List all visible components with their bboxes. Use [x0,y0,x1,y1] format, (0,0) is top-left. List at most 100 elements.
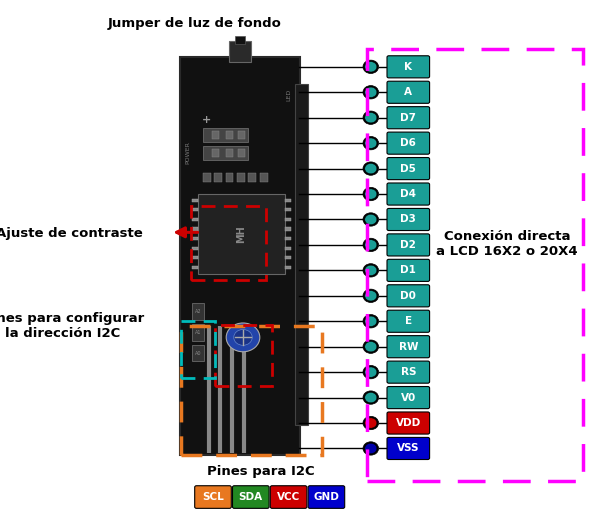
Bar [367,49,583,481]
FancyBboxPatch shape [387,437,430,460]
Text: E: E [405,316,412,326]
Circle shape [365,62,377,72]
FancyBboxPatch shape [387,81,430,103]
Text: D1: D1 [400,265,416,276]
Bar [285,266,291,269]
Bar [192,198,198,201]
Circle shape [365,214,377,225]
Bar [212,131,219,139]
Bar [192,256,198,260]
Text: D0: D0 [400,291,416,301]
Text: A1: A1 [195,330,201,335]
Circle shape [365,163,377,174]
Text: K: K [404,62,412,72]
Bar [226,131,233,139]
Circle shape [363,187,379,200]
FancyBboxPatch shape [387,234,430,256]
Bar [191,206,266,280]
Text: D3: D3 [400,214,416,225]
FancyBboxPatch shape [194,486,232,508]
Bar [260,173,268,182]
Circle shape [363,213,379,226]
Bar [181,321,215,378]
Text: LED: LED [287,88,292,101]
Text: Pines para I2C: Pines para I2C [207,465,315,479]
Text: MH: MH [236,225,247,243]
Circle shape [363,289,379,302]
Circle shape [363,136,379,150]
Text: +: + [202,115,212,125]
Bar [180,57,300,455]
Circle shape [365,418,377,428]
Circle shape [363,365,379,379]
Circle shape [363,416,379,430]
Bar [248,173,256,182]
Text: POWER: POWER [185,141,190,163]
Circle shape [363,85,379,99]
Circle shape [363,238,379,252]
Circle shape [365,240,377,250]
Bar [238,131,245,139]
Bar [285,218,291,221]
Text: D7: D7 [400,113,416,123]
Bar [226,149,233,157]
Text: Conexión directa
a LCD 16X2 o 20X4: Conexión directa a LCD 16X2 o 20X4 [436,230,578,258]
Bar [192,218,198,221]
Circle shape [234,329,252,345]
Bar [237,173,245,182]
Text: RS: RS [401,367,416,377]
Bar [238,149,245,157]
FancyBboxPatch shape [308,486,344,508]
Circle shape [365,189,377,199]
FancyBboxPatch shape [232,486,269,508]
Bar [285,247,291,250]
Bar [214,173,222,182]
Text: VCC: VCC [277,492,300,502]
Circle shape [365,341,377,352]
Bar [295,84,308,425]
Bar [192,266,198,269]
Text: D5: D5 [400,163,416,174]
Circle shape [365,113,377,123]
Text: VDD: VDD [395,418,421,428]
Bar [198,194,285,273]
Bar [192,324,204,341]
Circle shape [365,265,377,276]
Circle shape [365,367,377,377]
Text: SDA: SDA [239,492,263,502]
Circle shape [365,138,377,148]
Bar [192,228,198,231]
FancyBboxPatch shape [387,412,430,434]
Circle shape [365,316,377,326]
FancyBboxPatch shape [387,310,430,333]
Circle shape [363,264,379,277]
Text: GND: GND [313,492,340,502]
Bar [192,303,204,320]
Bar [203,173,211,182]
Text: V0: V0 [401,393,416,402]
Text: SCL: SCL [202,492,224,502]
Bar [226,173,233,182]
FancyBboxPatch shape [387,285,430,307]
Bar [192,237,198,240]
Circle shape [226,323,260,352]
FancyBboxPatch shape [270,486,307,508]
Circle shape [363,162,379,175]
Bar [192,208,198,211]
Text: VSS: VSS [397,444,419,453]
Circle shape [363,111,379,124]
FancyBboxPatch shape [387,361,430,383]
Bar [285,228,291,231]
Circle shape [363,315,379,328]
Text: Ajuste de contraste: Ajuste de contraste [0,227,142,241]
Text: D4: D4 [400,189,416,199]
Bar [285,237,291,240]
Circle shape [363,391,379,405]
FancyBboxPatch shape [387,56,430,78]
Circle shape [365,291,377,301]
Bar [285,208,291,211]
FancyBboxPatch shape [387,132,430,154]
Text: D2: D2 [400,240,416,250]
FancyBboxPatch shape [387,387,430,409]
FancyBboxPatch shape [387,259,430,282]
